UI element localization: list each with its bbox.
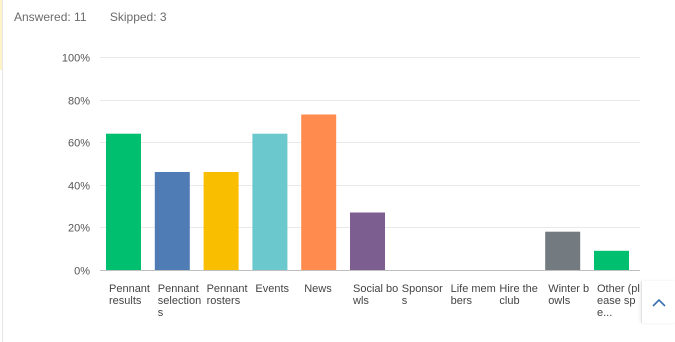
bar[interactable] [154,172,190,270]
y-tick-label: 60% [68,138,90,150]
bar[interactable] [203,172,239,270]
bar[interactable] [252,133,288,270]
bar[interactable] [106,133,141,270]
bar[interactable] [545,231,581,270]
x-tick-label: Pennant results [109,283,150,307]
y-tick-label: 0% [74,266,90,278]
left-accent-bar [0,0,3,70]
y-tick-label: 80% [68,96,90,108]
bar[interactable] [350,212,385,271]
response-summary: Answered: 11 Skipped: 3 [14,10,187,24]
x-tick-label: Pennant rosters [206,283,248,307]
x-tick-label: News [304,283,332,295]
answered-count: Answered: 11 [14,10,87,24]
x-tick-label: Life members [450,283,496,307]
scroll-top-button[interactable] [641,281,675,323]
skipped-count: Skipped: 3 [109,10,167,24]
left-divider [2,0,3,342]
chevron-up-icon [652,298,666,307]
y-tick-label: 40% [68,181,90,193]
x-tick-label: Hire the club [499,283,538,307]
x-tick-label: Social bowls [353,283,399,307]
x-tick-label: Pennant selections [157,283,202,319]
x-tick-label: Sponsors [401,283,443,307]
x-tick-label: Events [255,283,290,295]
y-tick-label: 100% [62,53,90,65]
y-tick-label: 20% [68,223,90,235]
x-tick-label: Winter bowls [548,283,590,307]
x-tick-label: Other (please spe... [597,283,640,319]
bar[interactable] [301,114,337,271]
bar[interactable] [594,250,629,270]
